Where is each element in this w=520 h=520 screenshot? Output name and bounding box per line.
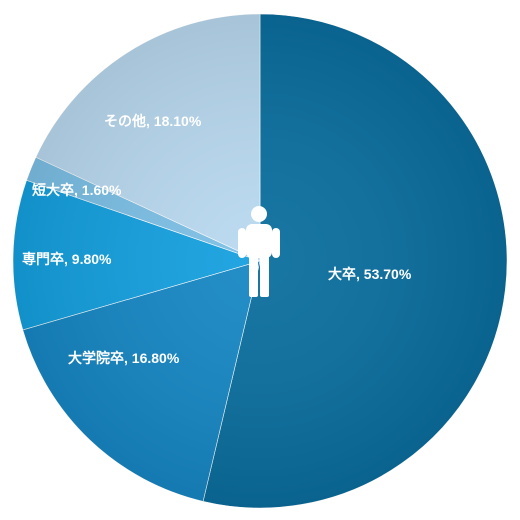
label-senmonsotsu: 専門卒, 9.80% [22, 251, 112, 267]
pie-labels: 大卒, 53.70% 大学院卒, 16.80% 専門卒, 9.80% 短大卒, … [22, 113, 412, 366]
label-daigakuinsotsu: 大学院卒, 16.80% [68, 350, 180, 366]
person-icon [238, 206, 280, 297]
label-tandaisotsu: 短大卒, 1.60% [32, 182, 122, 198]
label-daisotsu: 大卒, 53.70% [328, 266, 412, 282]
label-sonota: その他, 18.10% [104, 113, 202, 129]
